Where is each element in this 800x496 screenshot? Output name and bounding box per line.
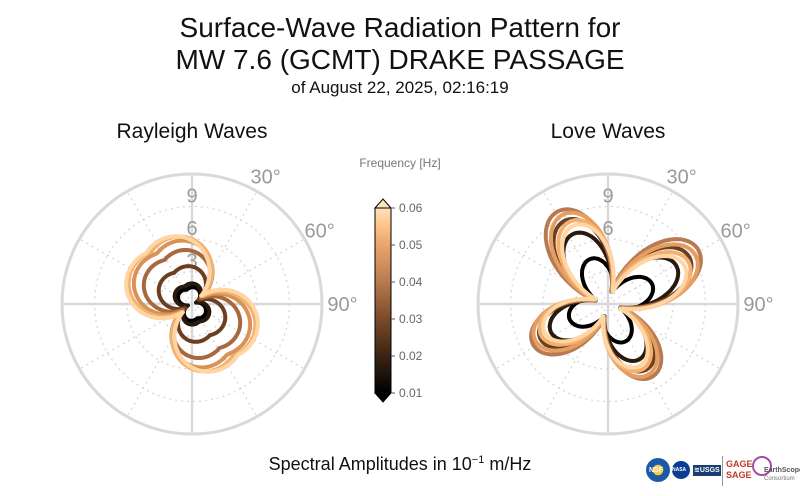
nasa-logo-text: NASA <box>672 467 687 473</box>
colorbar-extend-min <box>373 392 393 403</box>
colorbar-tick-label: 0.02 <box>399 349 423 363</box>
spoke-30 <box>607 191 674 305</box>
nasa-logo <box>672 461 690 479</box>
spoke-330 <box>126 191 193 305</box>
units-suffix: m/Hz <box>484 454 532 474</box>
consortium-logo-text: Consortium <box>764 476 795 482</box>
sponsor-logos: NSF NASA ≋USGS GAGE SAGE EarthScope Cons… <box>646 452 800 490</box>
love-panel-title: Love Waves <box>550 120 666 143</box>
units-base: 10 <box>451 454 472 474</box>
chart-subtitle: of August 22, 2025, 02:16:19 <box>291 78 509 97</box>
rayleigh-polar-panel: 3 6 9 30° 60° 90° <box>60 166 358 436</box>
theta-tick-label: 90° <box>327 294 357 316</box>
chart-title-line-1: Surface-Wave Radiation Pattern for <box>179 12 621 43</box>
rayleigh-panel-title: Rayleigh Waves <box>116 120 268 143</box>
nsf-logo-text: NSF <box>649 467 663 474</box>
spoke-240 <box>79 303 193 370</box>
spoke-30 <box>191 191 258 305</box>
spoke-150 <box>191 303 258 417</box>
theta-tick-label: 30° <box>667 166 697 188</box>
earthscope-logo <box>752 456 772 476</box>
r-tick-label: 3 <box>186 251 197 273</box>
amplitude-units-label: Spectral Amplitudes in 10−1 m/Hz <box>0 454 800 475</box>
spoke-210 <box>126 303 193 417</box>
spoke-300 <box>495 238 609 305</box>
colorbar-tick-label: 0.04 <box>399 275 423 289</box>
r-tick-label: 9 <box>186 186 197 208</box>
earthscope-logo-text: EarthScope <box>764 467 800 474</box>
chart-title-line-2: MW 7.6 (GCMT) DRAKE PASSAGE <box>175 44 625 75</box>
logo-divider <box>722 456 723 486</box>
usgs-logo: ≋USGS <box>693 465 721 476</box>
theta-tick-label: 60° <box>720 220 750 242</box>
series-0_06-hz <box>124 234 260 374</box>
theta-tick-label: 30° <box>251 166 281 188</box>
spoke-210 <box>542 303 609 417</box>
spoke-60 <box>607 238 721 305</box>
sage-logo: SAGE <box>726 470 752 480</box>
series-0_03-hz <box>156 264 228 344</box>
theta-tick-label: 60° <box>304 220 334 242</box>
spoke-120 <box>191 303 305 370</box>
nsf-logo <box>646 458 670 482</box>
r-tick-label: 6 <box>602 218 613 240</box>
spoke-120 <box>607 303 721 370</box>
theta-tick-label: 90° <box>743 294 773 316</box>
units-exponent: −1 <box>471 454 485 466</box>
spoke-240 <box>495 303 609 370</box>
colorbar-tick-label: 0.05 <box>399 238 423 252</box>
gage-logo: GAGE <box>726 459 753 469</box>
series-0_06-hz <box>541 222 689 370</box>
units-prefix: Spectral Amplitudes in <box>268 454 452 474</box>
spoke-330 <box>542 191 609 305</box>
colorbar-extend-max <box>373 198 393 209</box>
frequency-colorbar: 0.01 0.02 0.03 0.04 0.05 0.06 <box>373 198 423 403</box>
spoke-300 <box>79 238 193 305</box>
spoke-60 <box>191 238 305 305</box>
colorbar-tick-label: 0.03 <box>399 312 423 326</box>
colorbar-tick-label: 0.06 <box>399 201 423 215</box>
colorbar-tick-label: 0.01 <box>399 386 423 400</box>
colorbar-title: Frequency [Hz] <box>359 156 441 170</box>
colorbar-gradient <box>374 207 392 394</box>
spoke-150 <box>607 303 674 417</box>
r-tick-label: 9 <box>602 186 613 208</box>
r-tick-label: 6 <box>186 218 197 240</box>
